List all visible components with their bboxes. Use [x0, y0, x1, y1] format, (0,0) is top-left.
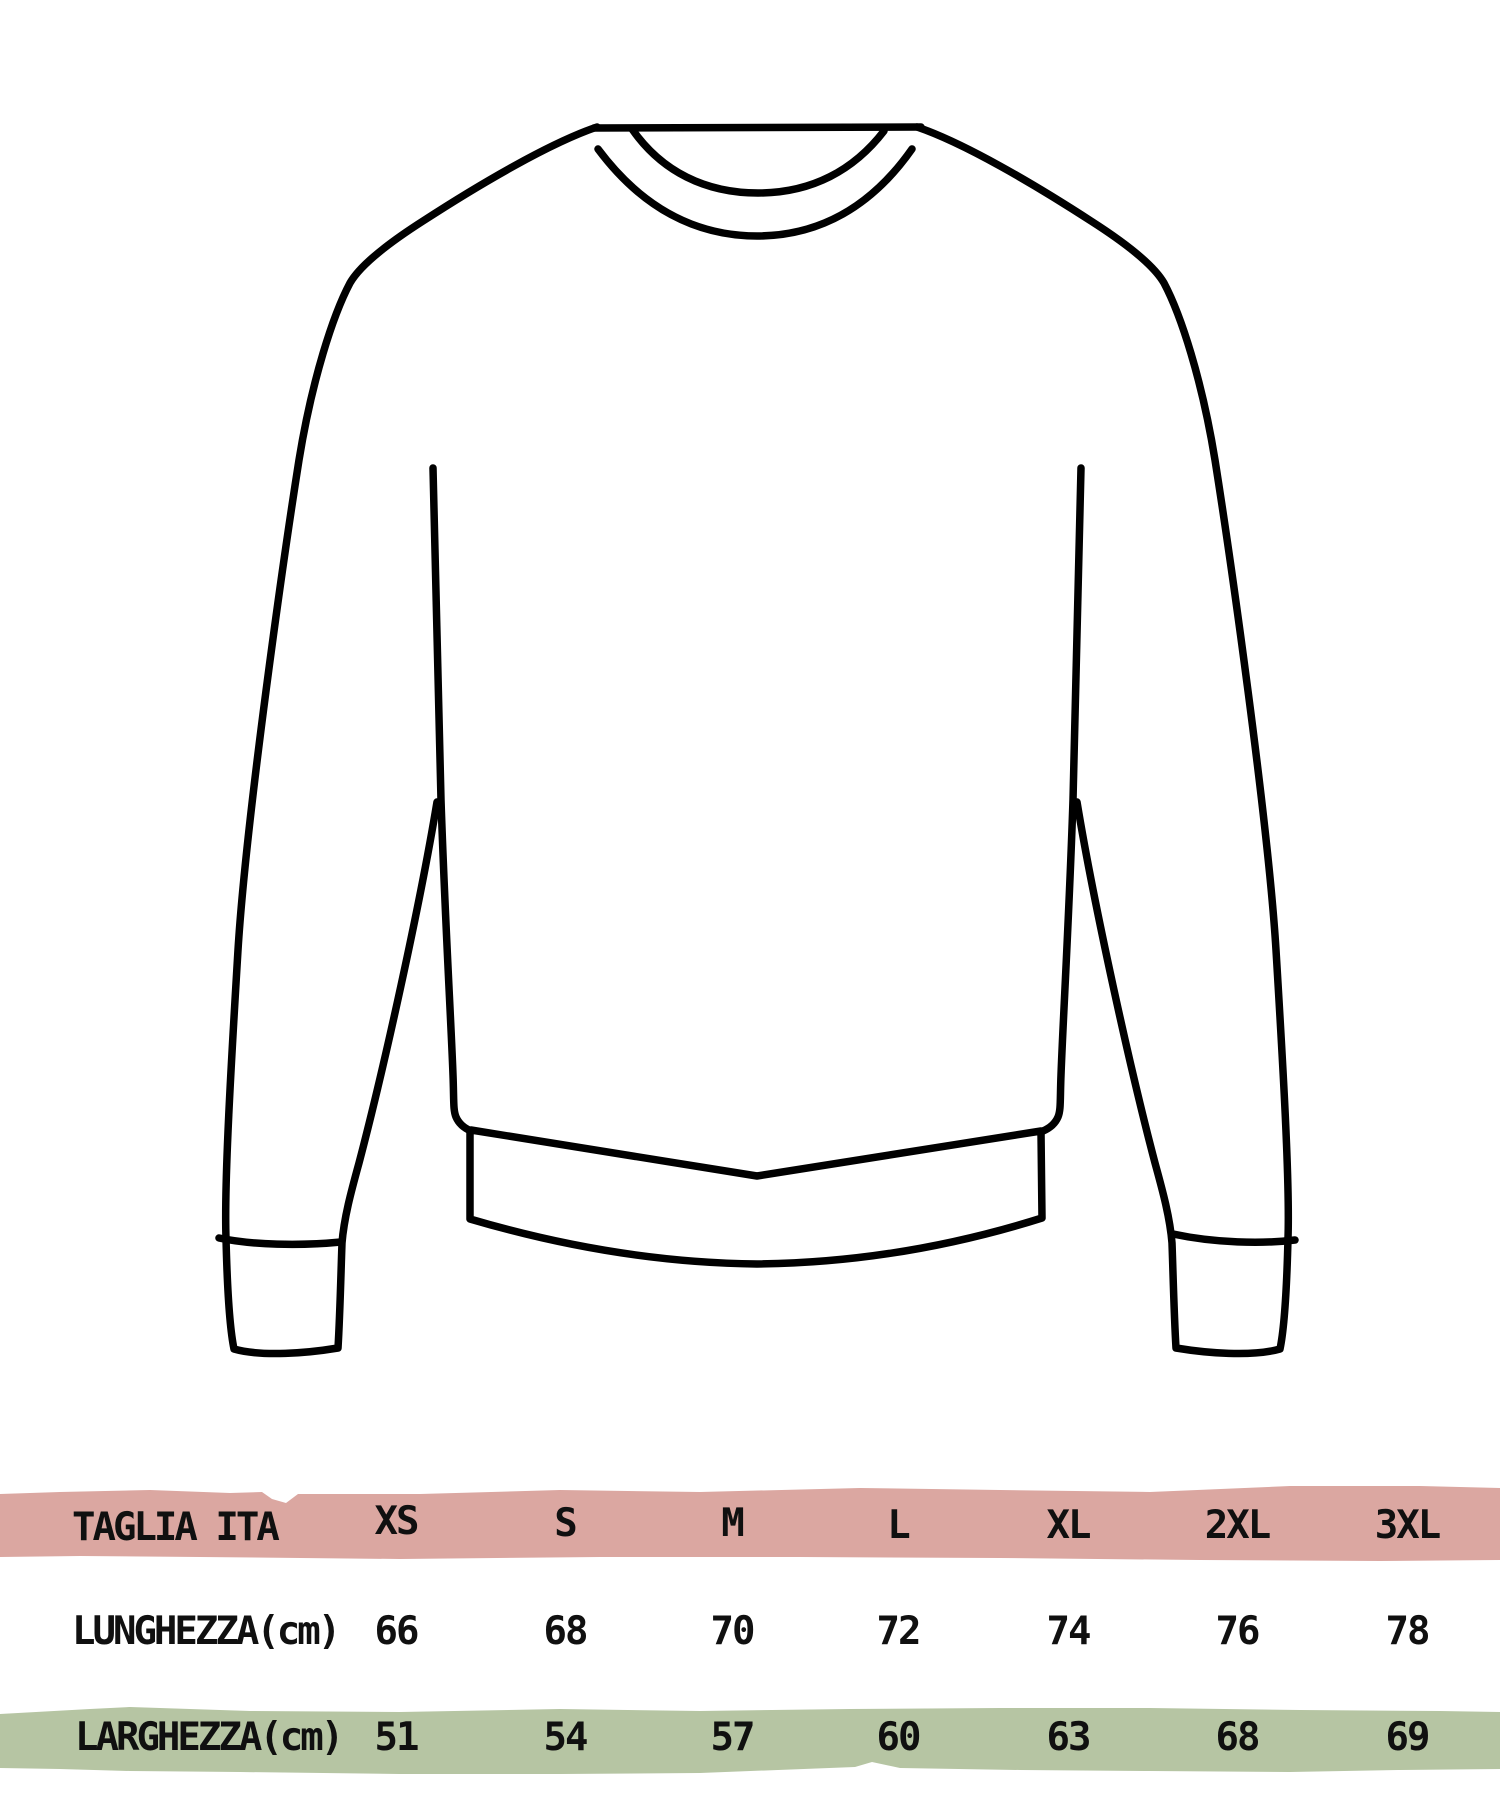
width-3xl: 69: [1385, 1715, 1431, 1760]
width-row-label: LARGHEZZA(cm): [75, 1715, 344, 1760]
right-shoulder-sleeve-outline: [913, 123, 1293, 1358]
size-header-3xl: 3XL: [1374, 1503, 1441, 1548]
collar-bottom-arc: [594, 145, 916, 240]
length-3xl: 78: [1385, 1609, 1431, 1654]
length-l: 72: [876, 1609, 922, 1654]
size-header-xl: XL: [1046, 1503, 1092, 1548]
size-row-band: [0, 1486, 1500, 1561]
length-row-label: LUNGHEZZA(cm): [72, 1609, 341, 1654]
right-cuff-top-line: [1169, 1230, 1299, 1246]
length-2xl: 76: [1215, 1609, 1261, 1654]
width-l: 60: [876, 1715, 922, 1760]
hem-band-outline: [466, 1126, 1046, 1268]
size-row-label: TAGLIA ITA: [72, 1505, 280, 1550]
length-xl: 74: [1046, 1609, 1092, 1654]
width-row-band: [0, 1707, 1500, 1774]
left-cuff-top-line: [215, 1234, 345, 1249]
length-s: 68: [543, 1609, 589, 1654]
collar-rib-seam-arc: [628, 125, 888, 197]
width-xl: 63: [1046, 1715, 1092, 1760]
width-2xl: 68: [1215, 1715, 1261, 1760]
collar-top-line: [590, 123, 925, 132]
right-body-seam: [1039, 464, 1085, 1135]
size-header-l: L: [887, 1503, 911, 1548]
length-xs: 66: [374, 1609, 420, 1654]
left-body-seam: [429, 464, 475, 1135]
size-header-m: M: [721, 1501, 745, 1546]
width-xs: 51: [374, 1715, 420, 1760]
left-shoulder-sleeve-outline: [221, 123, 601, 1358]
size-header-s: S: [554, 1501, 578, 1546]
width-m: 57: [710, 1715, 756, 1760]
width-s: 54: [543, 1715, 589, 1760]
size-header-2xl: 2XL: [1204, 1503, 1271, 1548]
size-header-xs: XS: [374, 1499, 420, 1544]
length-m: 70: [710, 1609, 756, 1654]
